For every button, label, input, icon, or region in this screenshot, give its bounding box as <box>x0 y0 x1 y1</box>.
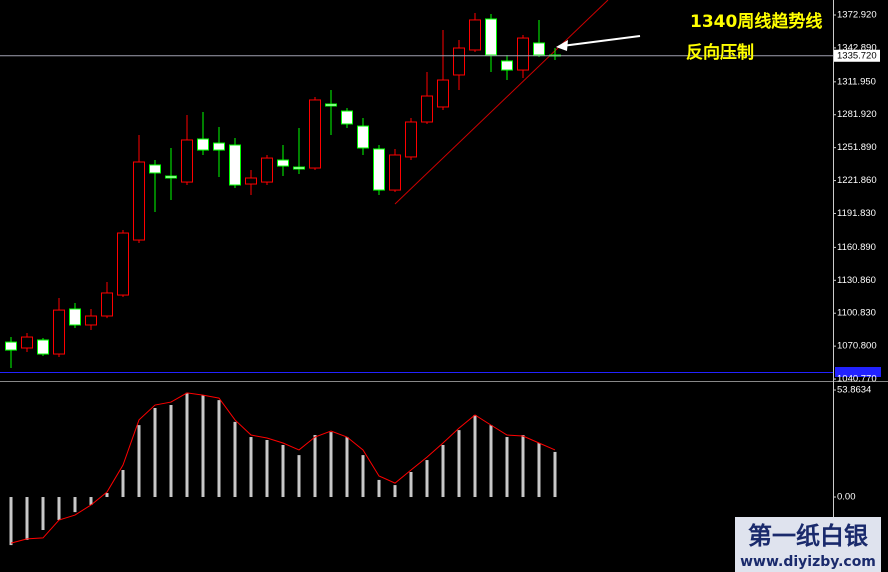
y-tick-label: 53.8634 <box>837 385 871 396</box>
y-tick-label: 1130.860 <box>837 275 876 286</box>
candle-body <box>341 110 353 125</box>
candle-body <box>469 19 481 51</box>
candle-body <box>485 18 497 56</box>
candle-body <box>453 47 465 76</box>
candle-body <box>69 308 81 326</box>
candle-body <box>373 148 385 191</box>
candle-body <box>309 99 321 169</box>
candle-body <box>213 142 225 151</box>
candle-body <box>37 339 49 355</box>
candle-body <box>101 292 113 317</box>
candle-body <box>245 177 257 185</box>
level-label-box <box>835 367 881 377</box>
watermark-box <box>735 517 881 572</box>
signal-line <box>10 392 556 544</box>
last-price-label: 1335.720 <box>837 50 877 61</box>
candle-body <box>5 341 17 351</box>
candle-body <box>197 138 209 151</box>
trend-line <box>394 0 609 205</box>
candle-body <box>261 157 273 183</box>
candle-body <box>277 159 289 167</box>
candle-body <box>149 164 161 174</box>
arrow-shaft <box>561 35 641 47</box>
candle-body <box>325 103 337 107</box>
candle-body <box>181 139 193 183</box>
y-tick-label: 1311.950 <box>837 76 876 87</box>
y-tick-label: 1040.770 <box>837 374 877 385</box>
annotation: 反向压制 <box>686 42 754 63</box>
watermark-url: www.diyizby.com <box>740 554 876 570</box>
y-tick-label: 1251.890 <box>837 142 877 153</box>
watermark-title: 第一纸白银 <box>748 522 869 550</box>
candle-body <box>53 309 65 355</box>
candle-body <box>229 144 241 186</box>
candle-body <box>357 125 369 149</box>
candle-body <box>533 42 545 56</box>
y-tick-label: 1372.920 <box>837 10 877 21</box>
candle-body <box>133 161 145 241</box>
y-tick-label: 1160.890 <box>837 242 876 253</box>
y-tick-label: 0.00 <box>837 492 856 503</box>
candle-body <box>21 336 33 349</box>
y-tick-label: 1070.800 <box>837 341 877 352</box>
last-price-box <box>834 49 880 62</box>
candle-body <box>405 121 417 158</box>
candle-body <box>165 175 177 179</box>
candle-body <box>85 315 97 326</box>
arrow-head <box>556 40 568 51</box>
y-tick-label: 1281.920 <box>837 109 877 120</box>
annotation: 1340周线趋势线 <box>690 11 822 32</box>
candle-body <box>437 79 449 108</box>
candle-body <box>501 60 513 71</box>
candle-body <box>517 37 529 71</box>
candle-body <box>421 95 433 123</box>
y-tick-label: 1342.890 <box>837 42 877 53</box>
y-tick-label: 1100.830 <box>837 308 876 319</box>
candle-body <box>117 232 129 296</box>
candle-body <box>293 166 305 170</box>
candle-body <box>389 154 401 191</box>
y-tick-label: 1221.860 <box>837 175 877 186</box>
y-tick-label: 1191.830 <box>837 208 876 219</box>
